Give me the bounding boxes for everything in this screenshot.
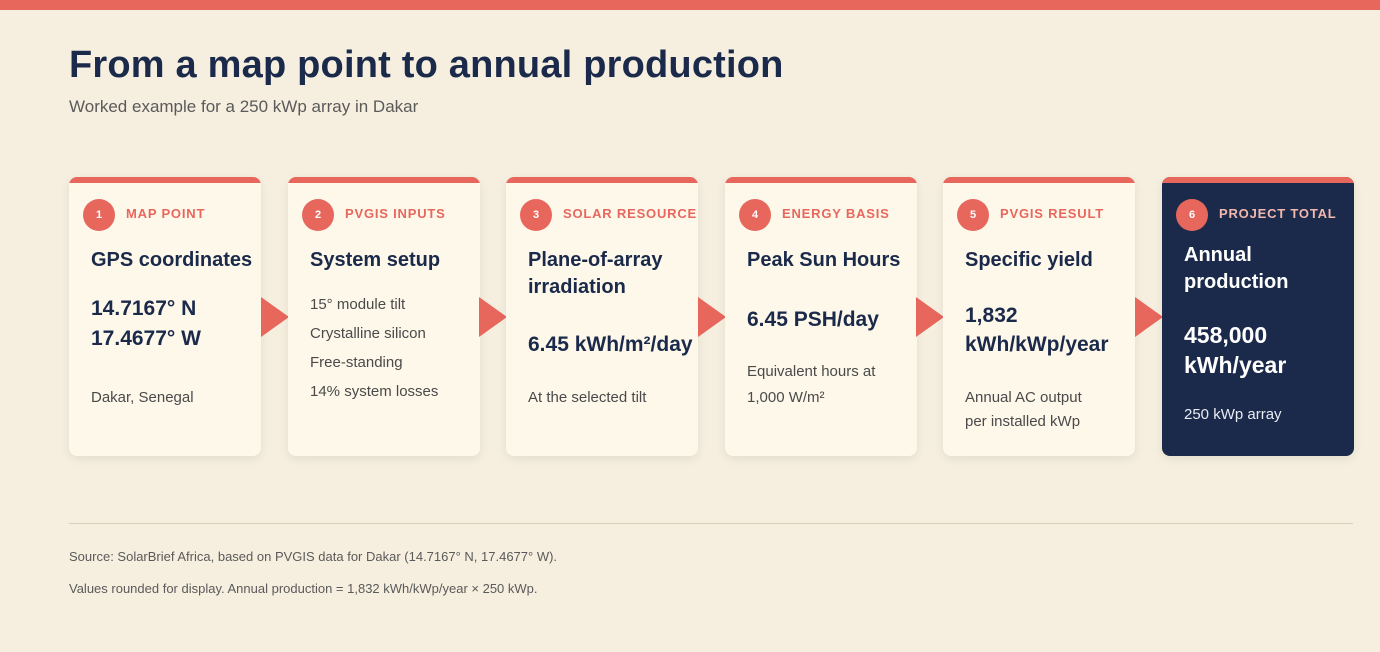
step-number-badge: 6: [1176, 199, 1208, 231]
step-value-line2: kWh/kWp/year: [965, 333, 1109, 356]
step-kicker: PVGIS RESULT: [1000, 206, 1104, 221]
step-kicker: PVGIS INPUTS: [345, 206, 446, 221]
step-value-line2: kWh/year: [1184, 352, 1287, 378]
step-kicker: ENERGY BASIS: [782, 206, 890, 221]
step-card-solar-resource: 3 SOLAR RESOURCE Plane-of-array irradiat…: [506, 177, 698, 456]
input-list: 15° module tilt Crystalline silicon Free…: [310, 290, 438, 406]
step-kicker: SOLAR RESOURCE: [563, 206, 697, 221]
list-item: Free-standing: [310, 354, 403, 371]
page-title: From a map point to annual production: [69, 44, 784, 86]
step-note-line2: 1,000 W/m²: [747, 389, 825, 406]
flow-arrow: [479, 297, 507, 337]
list-item: 15° module tilt: [310, 296, 406, 313]
step-note: At the selected tilt: [528, 389, 647, 406]
step-card-map-point: 1 MAP POINT GPS coordinates 14.7167° N 1…: [69, 177, 261, 456]
card-accent-cap: [1162, 177, 1354, 183]
step-number-badge: 2: [302, 199, 334, 231]
step-heading-line2: irradiation: [528, 276, 626, 298]
step-heading-line1: Annual: [1184, 244, 1252, 266]
step-value-line2: 17.4677° W: [91, 327, 201, 350]
step-note: Dakar, Senegal: [91, 389, 194, 406]
step-card-project-total: 6 PROJECT TOTAL Annual production 458,00…: [1162, 177, 1354, 456]
card-accent-cap: [69, 177, 261, 183]
step-heading: System setup: [310, 249, 441, 271]
page-subtitle: Worked example for a 250 kWp array in Da…: [69, 97, 419, 116]
step-card-pvgis-result: 5 PVGIS RESULT Specific yield 1,832 kWh/…: [943, 177, 1135, 456]
card-accent-cap: [288, 177, 480, 183]
list-item: Crystalline silicon: [310, 325, 426, 342]
card-accent-cap: [725, 177, 917, 183]
step-value-line1: 14.7167° N: [91, 297, 197, 320]
step-note-line1: Annual AC output: [965, 389, 1082, 406]
step-value-line1: 1,832: [965, 304, 1018, 327]
step-value: 6.45 kWh/m²/day: [528, 333, 693, 356]
list-item: 14% system losses: [310, 383, 439, 400]
top-accent-bar: [0, 0, 1380, 10]
step-note: 250 kWp array: [1184, 406, 1282, 423]
flow-arrow: [261, 297, 289, 337]
step-heading: GPS coordinates: [91, 249, 253, 271]
step-kicker: PROJECT TOTAL: [1219, 206, 1337, 221]
flow-arrow: [1135, 297, 1163, 337]
step-value: 6.45 PSH/day: [747, 308, 879, 331]
step-note-line1: Equivalent hours at: [747, 363, 876, 380]
step-number-badge: 3: [520, 199, 552, 231]
step-number-badge: 4: [739, 199, 771, 231]
card-accent-cap: [943, 177, 1135, 183]
step-note-line2: per installed kWp: [965, 413, 1081, 430]
flow-arrow: [698, 297, 726, 337]
flow-arrow: [916, 297, 944, 337]
step-kicker: MAP POINT: [126, 206, 206, 221]
step-value-line1: 458,000: [1184, 322, 1268, 348]
card-accent-cap: [506, 177, 698, 183]
step-heading: Specific yield: [965, 249, 1093, 271]
step-heading-line2: production: [1184, 271, 1289, 293]
step-card-energy-basis: 4 ENERGY BASIS Peak Sun Hours 6.45 PSH/d…: [725, 177, 917, 456]
rounding-footnote: Values rounded for display. Annual produ…: [69, 581, 538, 596]
source-footnote: Source: SolarBrief Africa, based on PVGI…: [69, 549, 558, 564]
step-number-badge: 5: [957, 199, 989, 231]
step-heading: Peak Sun Hours: [747, 249, 901, 271]
step-number-badge: 1: [83, 199, 115, 231]
step-heading-line1: Plane-of-array: [528, 249, 663, 271]
footer-divider: [69, 523, 1353, 524]
step-card-pvgis-inputs: 2 PVGIS INPUTS System setup 15° module t…: [288, 177, 480, 456]
